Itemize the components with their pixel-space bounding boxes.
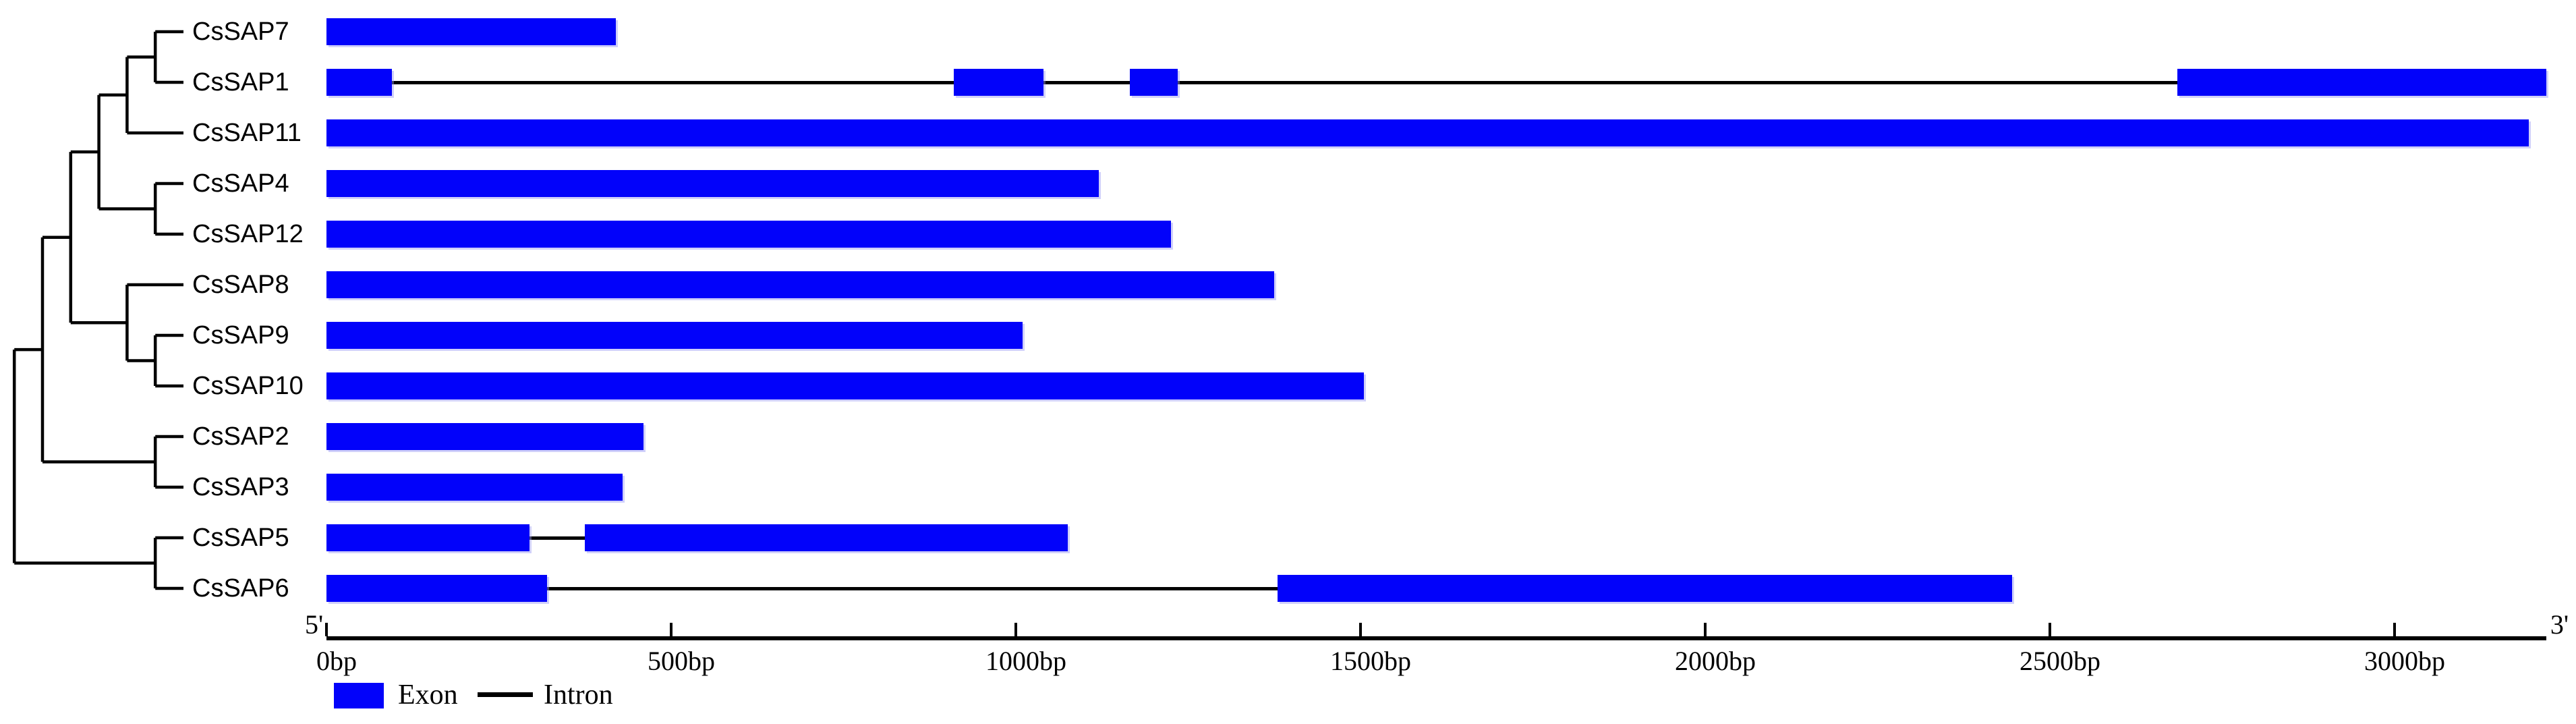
legend-exon-swatch <box>334 683 384 708</box>
exon-bar <box>326 423 644 450</box>
exon-bar <box>326 170 1099 197</box>
gene-label: CsSAP4 <box>192 169 289 198</box>
axis-tick-label: 1500bp <box>1330 646 1411 676</box>
exon-bar <box>1129 69 1178 96</box>
axis-tick <box>325 623 328 636</box>
axis-tick <box>2049 623 2051 636</box>
exon-bar <box>326 575 548 602</box>
exon-bar <box>1278 575 2012 602</box>
legend-exon-label: Exon <box>398 679 458 711</box>
gene-label: CsSAP3 <box>192 472 289 501</box>
intron-line <box>1043 80 1130 84</box>
axis-tick-label: 500bp <box>648 646 715 676</box>
intron-line <box>392 80 954 84</box>
intron-line <box>529 536 585 540</box>
intron-line <box>547 586 1278 590</box>
exon-bar <box>2177 69 2546 96</box>
axis-tick-label: 3000bp <box>2364 646 2445 676</box>
exon-bar <box>326 18 617 45</box>
axis-tick <box>670 623 672 636</box>
exon-bar <box>326 372 1365 399</box>
exon-bar <box>326 69 393 96</box>
axis-tick <box>1359 623 1362 636</box>
legend-intron-swatch <box>478 692 533 697</box>
axis-tick-label: 0bp <box>316 646 357 676</box>
gene-label: CsSAP10 <box>192 371 304 400</box>
gene-label: CsSAP6 <box>192 574 289 603</box>
exon-bar <box>326 221 1171 248</box>
gene-label: CsSAP1 <box>192 67 289 96</box>
axis-tick-label: 2000bp <box>1675 646 1756 676</box>
axis-tick <box>1014 623 1017 636</box>
exon-bar <box>326 119 2529 146</box>
axis-tick <box>2393 623 2396 636</box>
exon-bar <box>326 322 1023 349</box>
gene-label: CsSAP2 <box>192 422 289 451</box>
axis-tick-label: 1000bp <box>985 646 1066 676</box>
gene-label: CsSAP9 <box>192 321 289 350</box>
gene-label: CsSAP11 <box>192 118 302 147</box>
exon-bar <box>585 524 1068 551</box>
axis-line <box>326 636 2546 640</box>
legend-intron-label: Intron <box>544 679 613 711</box>
gene-label: CsSAP7 <box>192 17 289 46</box>
axis-tick-label: 2500bp <box>2020 646 2100 676</box>
gene-label: CsSAP8 <box>192 270 289 299</box>
exon-bar <box>326 474 623 501</box>
intron-line <box>1178 80 2178 84</box>
three-prime-label: 3' <box>2550 609 2569 640</box>
five-prime-label: 5' <box>305 609 324 640</box>
gene-label: CsSAP12 <box>192 219 304 248</box>
exon-bar <box>326 271 1275 298</box>
exon-bar <box>954 69 1043 96</box>
exon-bar <box>326 524 530 551</box>
axis-tick <box>1704 623 1707 636</box>
gene-label: CsSAP5 <box>192 523 289 552</box>
